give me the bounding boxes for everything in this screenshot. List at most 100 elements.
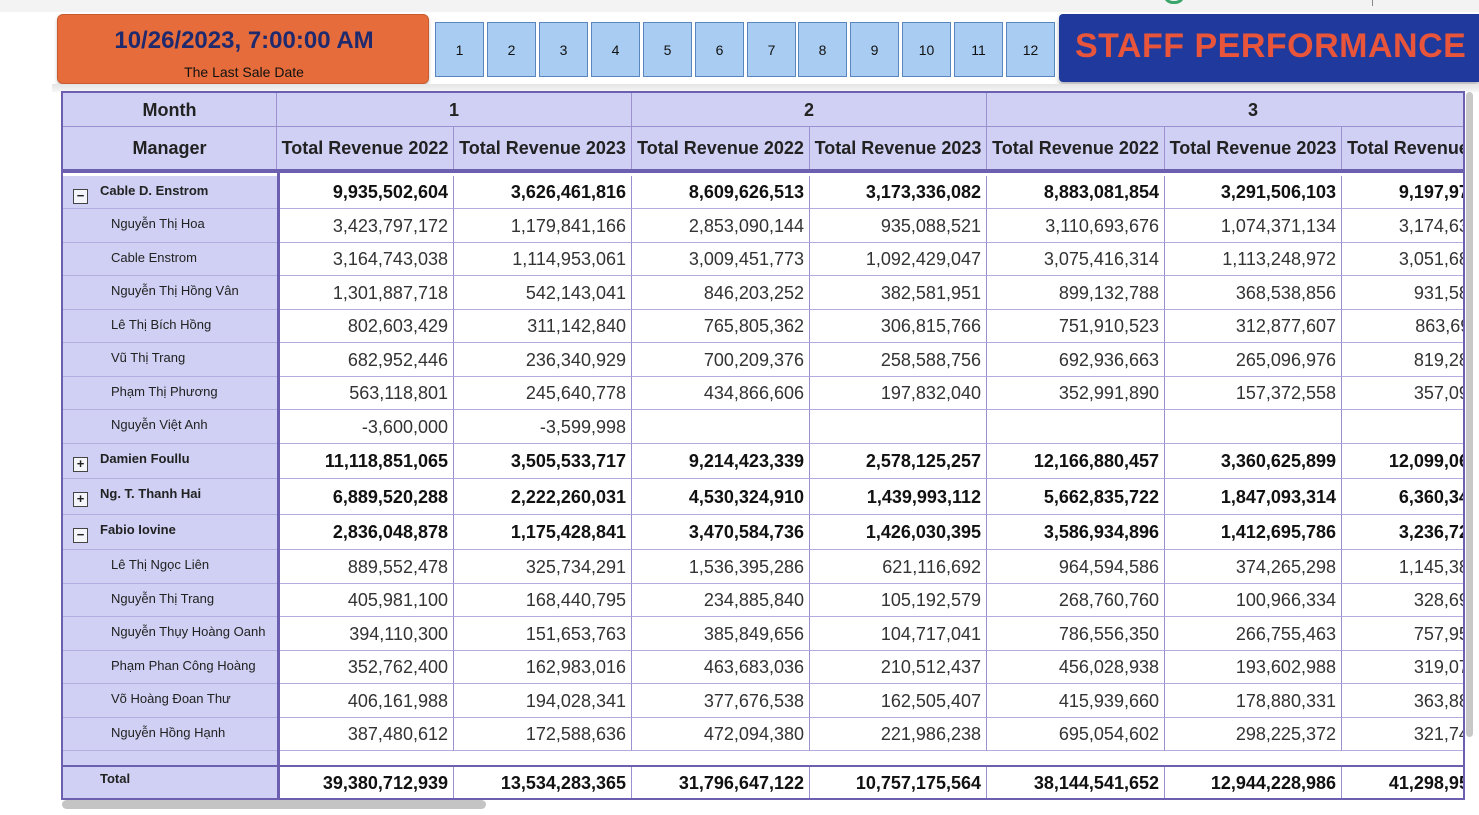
manager-name[interactable]: Damien Foullu	[100, 451, 190, 466]
row-header-cell: Nguyễn Thụy Hoàng Oanh	[63, 617, 277, 651]
month-button-6[interactable]: 6	[695, 22, 744, 77]
month-button-5[interactable]: 5	[643, 22, 692, 77]
value-cell	[987, 410, 1165, 444]
collapse-icon[interactable]: −	[73, 528, 88, 543]
value-cell	[1165, 410, 1342, 444]
staff-row: Phạm Thị Phương 563,118,801 245,640,778 434…	[63, 377, 1463, 410]
value-cell: 542,143,041	[454, 276, 632, 310]
manager-row: − Cable D. Enstrom 9,935,502,604 3,626,461,…	[63, 176, 1463, 209]
column-header-measure: Total Revenue 2022	[1342, 127, 1463, 169]
value-cell: 802,603,429	[280, 310, 454, 343]
value-cell: -3,599,998	[454, 410, 632, 444]
value-cell: 863,690,112	[1342, 310, 1463, 343]
value-cell: 6,889,520,288	[280, 479, 454, 515]
expand-icon[interactable]: +	[73, 492, 88, 507]
month-button-3[interactable]: 3	[539, 22, 588, 77]
manager-name[interactable]: Fabio Iovine	[100, 522, 176, 537]
last-sale-date-label: The Last Sale Date	[184, 64, 304, 80]
row-header-cell: + Ng. T. Thanh Hai	[63, 479, 277, 515]
staff-row: Phạm Phan Công Hoàng 352,762,400 162,983,0…	[63, 651, 1463, 684]
row-header-cell: Võ Hoàng Đoan Thư	[63, 684, 277, 718]
value-cell: 1,114,953,061	[454, 243, 632, 276]
value-cell: 819,283,470	[1342, 343, 1463, 377]
row-header-cell: Lê Thị Ngọc Liên	[63, 550, 277, 584]
value-cell: 321,743,660	[1342, 718, 1463, 751]
row-header-cell: Cable Enstrom	[63, 243, 277, 276]
value-cell: 406,161,988	[280, 684, 454, 718]
value-cell: 105,192,579	[810, 584, 987, 617]
expand-icon[interactable]: +	[73, 457, 88, 472]
value-cell: 3,075,416,314	[987, 243, 1165, 276]
value-cell: 5,662,835,722	[987, 479, 1165, 515]
total-value-cell: 13,534,283,365	[454, 767, 632, 798]
value-cell: 935,088,521	[810, 209, 987, 243]
value-cell: 311,142,840	[454, 310, 632, 343]
value-cell: 3,626,461,816	[454, 176, 632, 209]
value-cell: 1,426,030,395	[810, 515, 987, 550]
value-cell: 2,578,125,257	[810, 444, 987, 479]
value-cell: 377,676,538	[632, 684, 810, 718]
value-cell: 8,609,626,513	[632, 176, 810, 209]
value-cell: 157,372,558	[1165, 377, 1342, 410]
value-cell: 9,214,423,339	[632, 444, 810, 479]
value-cell: 328,693,140	[1342, 584, 1463, 617]
month-button-8[interactable]: 8	[798, 22, 847, 77]
value-cell: 3,051,686,420	[1342, 243, 1463, 276]
value-cell: 3,009,451,773	[632, 243, 810, 276]
value-cell: 964,594,586	[987, 550, 1165, 584]
total-row-header: Total	[63, 767, 277, 798]
manager-name[interactable]: Cable D. Enstrom	[100, 183, 209, 198]
column-header-measure: Total Revenue 2022	[987, 127, 1165, 169]
row-header-cell: + Damien Foullu	[63, 444, 277, 479]
month-button-11[interactable]: 11	[954, 22, 1003, 77]
value-cell: 162,505,407	[810, 684, 987, 718]
staff-name: Võ Hoàng Đoan Thư	[111, 691, 231, 706]
staff-name: Cable Enstrom	[111, 250, 197, 265]
value-cell	[1342, 410, 1463, 444]
staff-row: Nguyễn Thị Hồng Vân 1,301,887,718 542,143,…	[63, 276, 1463, 310]
horizontal-scrollbar[interactable]	[62, 800, 486, 809]
month-group-2: 2	[632, 93, 987, 127]
value-cell: 3,110,693,676	[987, 209, 1165, 243]
value-cell: 151,653,763	[454, 617, 632, 651]
value-cell: 1,175,428,841	[454, 515, 632, 550]
value-cell: 405,981,100	[280, 584, 454, 617]
staff-row: Nguyễn Việt Anh -3,600,000 -3,599,998	[63, 410, 1463, 444]
value-cell: 1,847,093,314	[1165, 479, 1342, 515]
month-button-9[interactable]: 9	[850, 22, 899, 77]
vertical-scrollbar[interactable]	[1466, 92, 1473, 737]
value-cell: 234,885,840	[632, 584, 810, 617]
manager-name[interactable]: Ng. T. Thanh Hai	[100, 486, 202, 501]
value-cell: -3,600,000	[280, 410, 454, 444]
value-cell: 298,225,372	[1165, 718, 1342, 751]
total-label: Total	[100, 771, 131, 786]
collapse-icon[interactable]: −	[73, 189, 88, 204]
staff-row: Võ Hoàng Đoan Thư 406,161,988 194,028,341 3…	[63, 684, 1463, 718]
last-sale-date-value: 10/26/2023, 7:00:00 AM	[114, 27, 374, 54]
month-button-2[interactable]: 2	[487, 22, 536, 77]
value-cell: 236,340,929	[454, 343, 632, 377]
manager-row: − Fabio Iovine 2,836,048,878 1,175,428,841 3…	[63, 515, 1463, 550]
month-button-12[interactable]: 12	[1006, 22, 1055, 77]
value-cell: 786,556,350	[987, 617, 1165, 651]
value-cell: 394,110,300	[280, 617, 454, 651]
value-cell: 168,440,795	[454, 584, 632, 617]
staff-name: Nguyễn Thị Trang	[111, 591, 215, 606]
value-cell: 357,091,808	[1342, 377, 1463, 410]
month-group-3: 3	[987, 93, 1463, 127]
total-divider	[63, 765, 1463, 767]
header-divider	[63, 169, 1463, 173]
month-button-1[interactable]: 1	[435, 22, 484, 77]
month-button-4[interactable]: 4	[591, 22, 640, 77]
value-cell: 245,640,778	[454, 377, 632, 410]
value-cell: 3,164,743,038	[280, 243, 454, 276]
value-cell: 319,072,450	[1342, 651, 1463, 684]
month-button-10[interactable]: 10	[902, 22, 951, 77]
staff-row: Nguyễn Thụy Hoàng Oanh 394,110,300 151,653…	[63, 617, 1463, 651]
header-shadow	[52, 84, 1479, 92]
clipped-row-values	[280, 751, 1463, 765]
month-button-7[interactable]: 7	[747, 22, 796, 77]
value-cell: 463,683,036	[632, 651, 810, 684]
value-cell: 3,360,625,899	[1165, 444, 1342, 479]
value-cell: 382,581,951	[810, 276, 987, 310]
